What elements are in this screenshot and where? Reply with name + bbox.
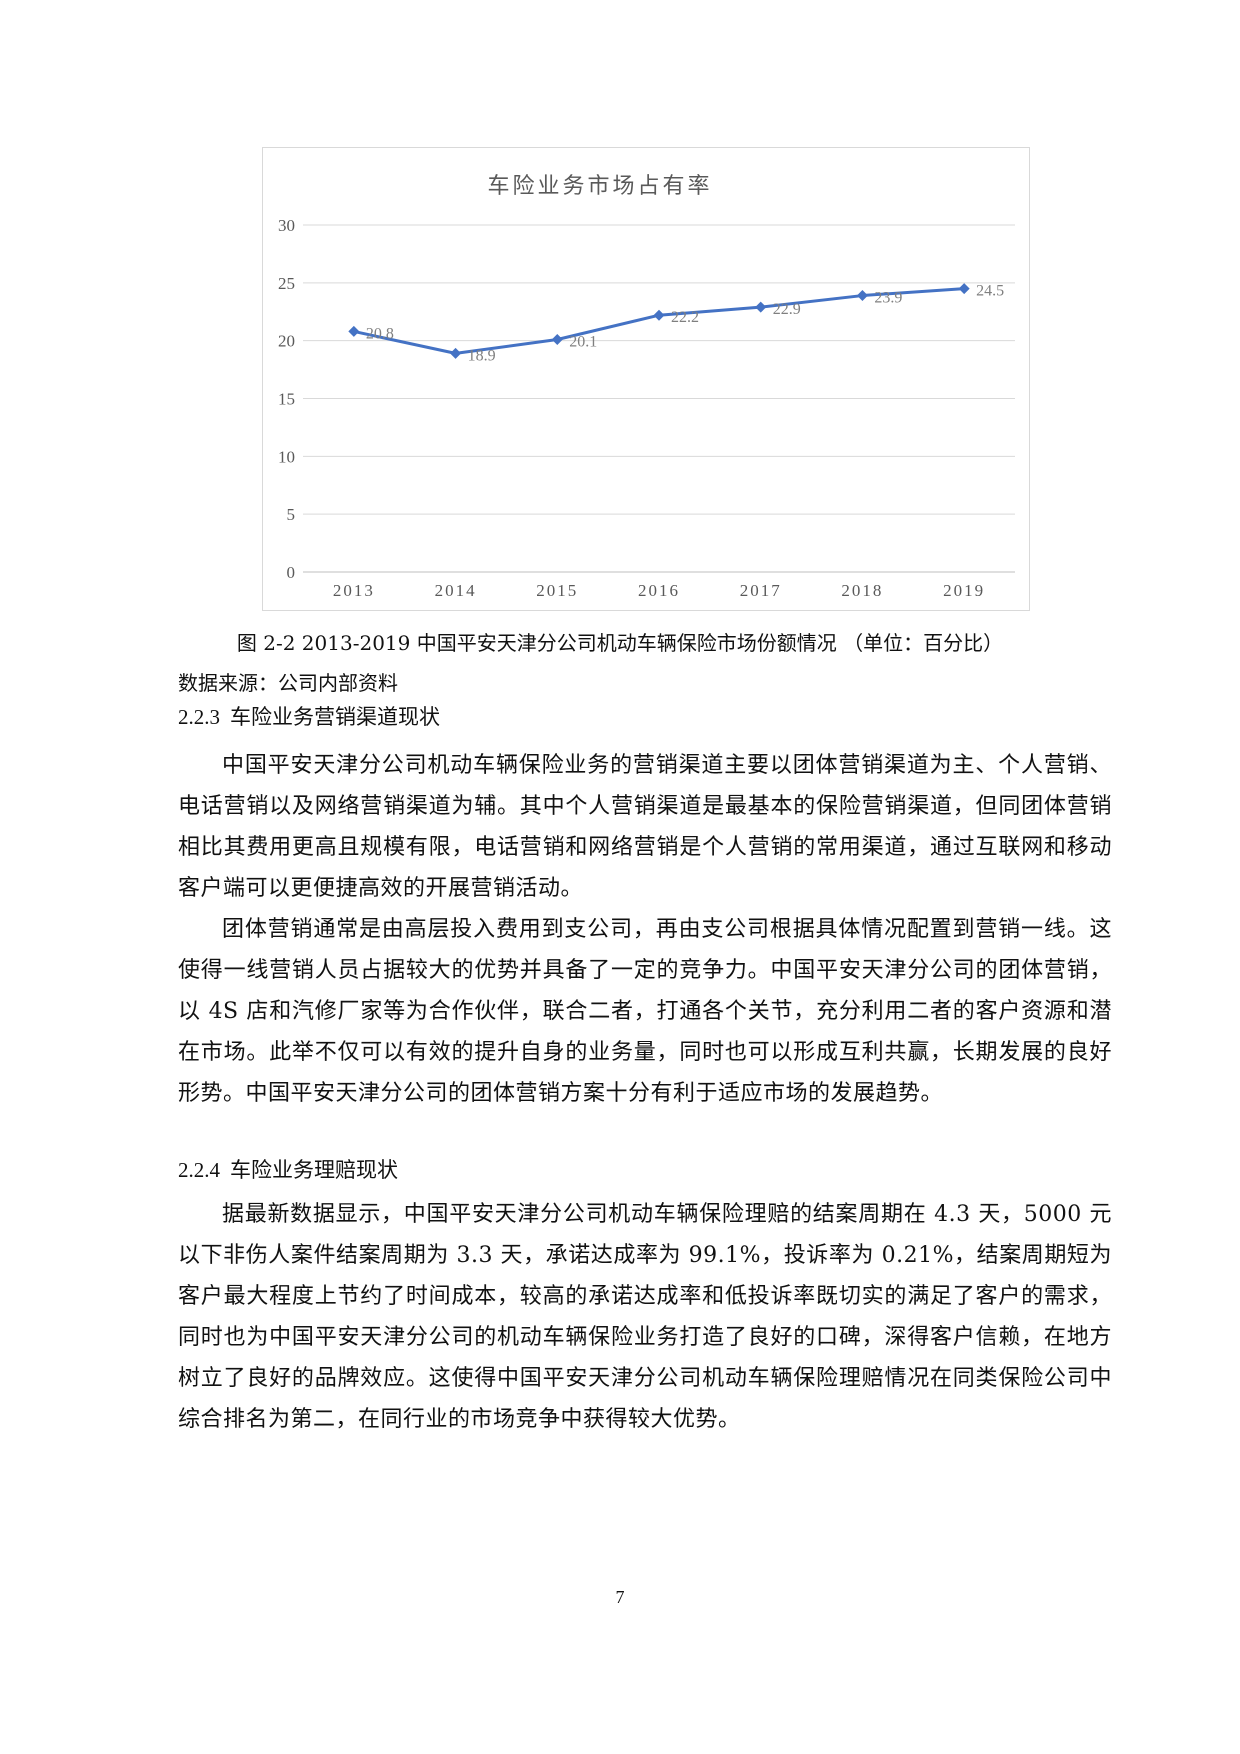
- section-heading-2-2-3: 2.2.3 车险业务营销渠道现状: [178, 702, 440, 732]
- y-tick-label: 20: [278, 332, 295, 351]
- section-number: 2.2.3: [178, 705, 220, 729]
- data-label: 22.9: [773, 301, 801, 318]
- data-label: 18.9: [468, 347, 496, 364]
- y-tick-label: 0: [287, 563, 296, 582]
- chart-svg: 车险业务市场占有率 0 5 10 15 20 25 30 2013 2014 2015 2016 20…: [278, 174, 1015, 600]
- data-point-marker: [551, 334, 563, 346]
- section-number: 2.2.4: [178, 1158, 220, 1182]
- y-tick-label: 5: [287, 505, 296, 524]
- section-heading-2-2-4: 2.2.4 车险业务理赔现状: [178, 1155, 398, 1185]
- data-label: 22.2: [671, 309, 699, 326]
- data-label: 20.1: [569, 334, 597, 351]
- data-point-marker: [348, 325, 360, 337]
- section-title: 车险业务营销渠道现状: [230, 705, 440, 729]
- data-point-marker: [958, 283, 970, 295]
- data-point-marker: [856, 290, 868, 302]
- x-tick-label: 2016: [638, 581, 680, 600]
- page-number: 7: [615, 1587, 625, 1607]
- x-tick-label: 2017: [740, 581, 782, 600]
- y-tick-label: 25: [278, 274, 295, 293]
- data-label: 20.8: [366, 325, 394, 342]
- x-tick-label: 2013: [333, 581, 375, 600]
- data-source-note: 数据来源：公司内部资料: [178, 671, 398, 695]
- data-point-marker: [653, 309, 665, 321]
- y-tick-label: 15: [278, 390, 295, 409]
- chart-title: 车险业务市场占有率: [487, 174, 712, 199]
- series-line: [353, 287, 965, 355]
- x-tick-label: 2014: [435, 581, 477, 600]
- figure-caption: 图 2-2 2013-2019 中国平安天津分公司机动车辆保险市场份额情况 （单…: [236, 631, 1004, 655]
- x-tick-label: 2018: [841, 581, 883, 600]
- data-point-marker: [450, 347, 462, 359]
- section-title: 车险业务理赔现状: [230, 1158, 398, 1182]
- x-tick-label: 2019: [943, 581, 985, 600]
- data-point-marker: [755, 301, 767, 313]
- paragraph: 团体营销通常是由高层投入费用到支公司，再由支公司根据具体情况配置到营销一线。这使…: [178, 917, 1112, 1106]
- y-tick-label: 10: [278, 447, 295, 466]
- market-share-chart: 车险业务市场占有率 0 5 10 15 20 25 30 2013 2014 2015 2016 20…: [262, 147, 1030, 611]
- paragraph: 据最新数据显示，中国平安天津分公司机动车辆保险理赔的结案周期在 4.3 天，50…: [178, 1202, 1112, 1432]
- data-label: 24.5: [976, 283, 1004, 300]
- data-label: 23.9: [874, 290, 902, 307]
- y-tick-label: 30: [278, 216, 295, 235]
- x-tick-label: 2015: [536, 581, 578, 600]
- paragraph: 中国平安天津分公司机动车辆保险业务的营销渠道主要以团体营销渠道为主、个人营销、电…: [178, 753, 1112, 901]
